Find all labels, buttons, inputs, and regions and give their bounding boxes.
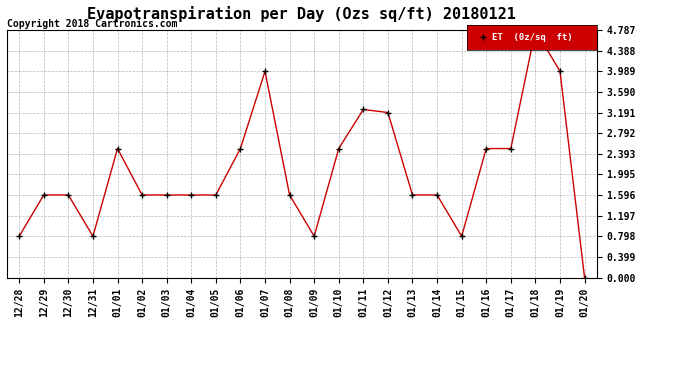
- Title: Evapotranspiration per Day (Ozs sq/ft) 20180121: Evapotranspiration per Day (Ozs sq/ft) 2…: [88, 6, 516, 22]
- Text: Copyright 2018 Cartronics.com: Copyright 2018 Cartronics.com: [7, 19, 177, 29]
